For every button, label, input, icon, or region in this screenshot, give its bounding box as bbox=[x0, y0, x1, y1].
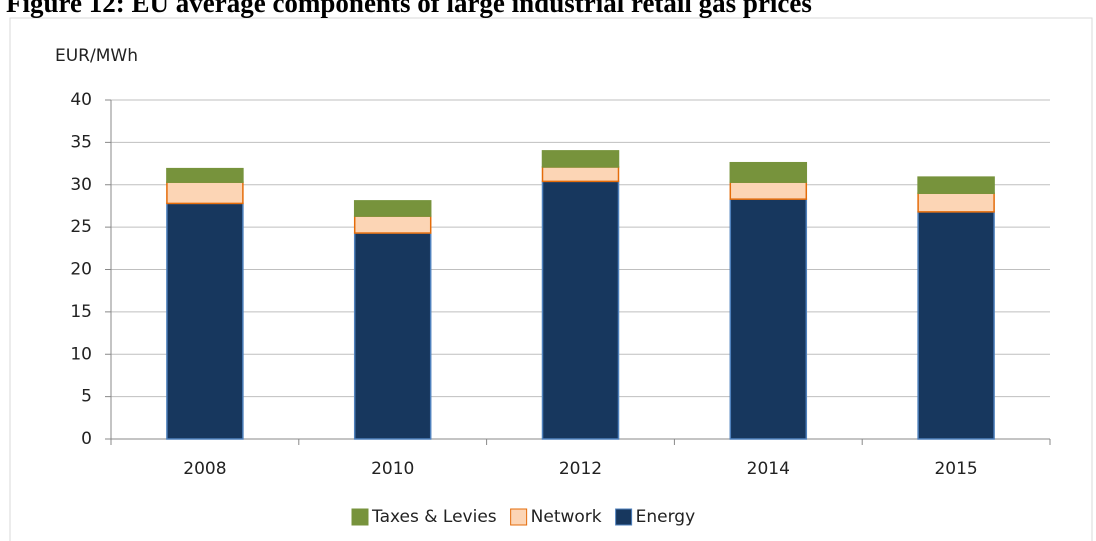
bar-segment bbox=[353, 200, 432, 217]
legend-swatch bbox=[510, 508, 528, 526]
y-tick-label: 35 bbox=[70, 132, 92, 152]
x-tick-label: 2015 bbox=[934, 459, 977, 479]
legend-label: Network bbox=[531, 507, 602, 527]
y-tick-label: 30 bbox=[70, 175, 92, 195]
chart-title: Figure 12: EU average components of larg… bbox=[6, 0, 812, 18]
x-tick-label: 2010 bbox=[371, 459, 414, 479]
bar-segment bbox=[541, 166, 620, 183]
bar-segment bbox=[541, 180, 620, 440]
y-tick-label: 0 bbox=[81, 429, 92, 449]
x-tick-label: 2012 bbox=[559, 459, 602, 479]
y-axis-label: EUR/MWh bbox=[55, 46, 138, 66]
bar-segment bbox=[917, 176, 995, 194]
bar-segment bbox=[166, 167, 244, 183]
bar-segment bbox=[166, 181, 244, 205]
bar-segment bbox=[541, 150, 620, 168]
bar-segment bbox=[353, 232, 432, 440]
legend-swatch bbox=[615, 508, 633, 526]
y-tick-label: 40 bbox=[70, 90, 92, 110]
bar-segment bbox=[729, 161, 808, 183]
x-tick-label: 2014 bbox=[747, 459, 790, 479]
x-tick-label: 2008 bbox=[183, 459, 226, 479]
legend-label: Energy bbox=[636, 507, 696, 527]
legend-swatch bbox=[351, 508, 369, 526]
bar-segment bbox=[166, 202, 244, 440]
bar-segment bbox=[917, 211, 995, 440]
y-tick-label: 15 bbox=[70, 302, 92, 322]
y-tick-label: 25 bbox=[70, 217, 92, 237]
bar-segment bbox=[917, 192, 995, 213]
bar-segment bbox=[729, 198, 808, 440]
legend-label: Taxes & Levies bbox=[371, 507, 497, 527]
y-tick-label: 10 bbox=[70, 344, 92, 364]
y-tick-label: 20 bbox=[70, 260, 92, 280]
y-tick-label: 5 bbox=[81, 387, 92, 407]
bar-segment bbox=[729, 181, 808, 200]
bar-segment bbox=[353, 215, 432, 234]
